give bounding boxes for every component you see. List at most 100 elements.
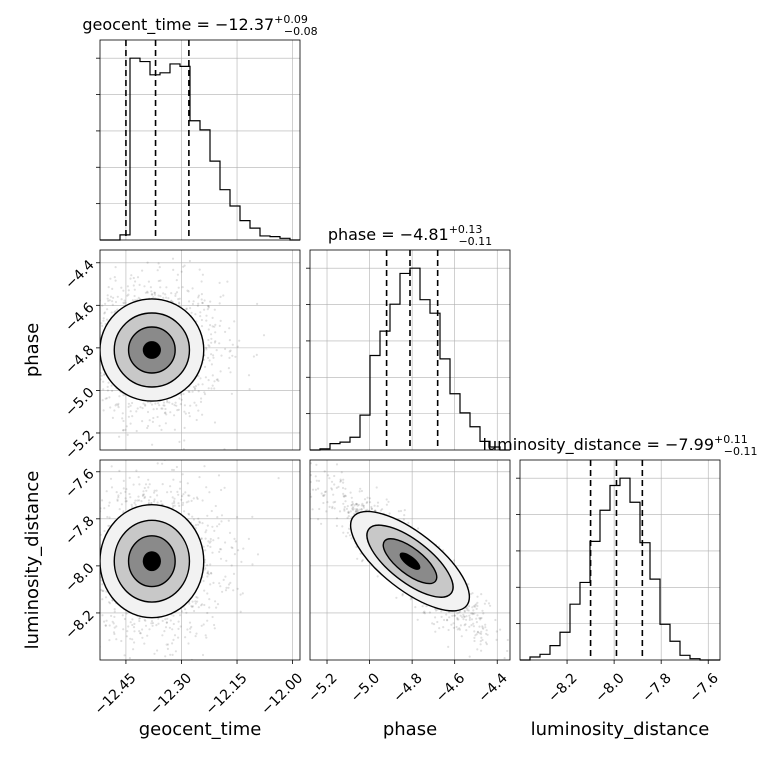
scatter-dot [351,506,354,509]
scatter-dot [355,509,359,512]
scatter-dot [201,653,205,657]
scatter-dot [191,287,194,290]
scatter-dot [209,571,213,575]
scatter-dot [207,379,210,382]
scatter-dot [205,636,208,639]
scatter-dot [150,622,153,625]
scatter-dot [79,547,81,549]
scatter-dot [401,594,404,597]
scatter-dot [172,468,175,472]
scatter-dot [103,507,106,510]
scatter-dot [161,483,164,486]
scatter-dot [84,600,86,602]
scatter-dot [447,645,450,649]
scatter-dot [197,390,200,393]
scatter-dot [476,601,479,604]
scatter-dot [178,397,181,400]
scatter-dot [171,468,174,471]
scatter-dot [177,298,180,301]
scatter-dot [95,574,97,576]
scatter-dot [169,411,172,414]
scatter-dot [94,329,96,331]
scatter-dot [172,622,175,626]
scatter-dot [173,404,176,407]
scatter-dot [349,510,352,513]
scatter-dot [166,617,169,620]
scatter-dot [79,384,81,386]
scatter-dot [342,494,345,498]
scatter-dot [156,494,159,497]
scatter-dot [175,404,178,407]
scatter-dot [150,293,153,296]
scatter-dot [200,604,203,607]
scatter-dot [120,639,123,643]
contour-geocent_time-vs-luminosity_distance-1 [113,519,191,603]
scatter-dot [139,406,142,409]
scatter-dot [337,485,340,488]
scatter-dot [506,638,509,642]
scatter-dot [100,588,103,592]
scatter-dot [233,320,236,323]
scatter-dot [486,633,489,636]
scatter-dot [146,410,150,414]
scatter-dot [109,295,113,298]
scatter-dot [478,632,481,635]
scatter-dot [480,632,483,636]
scatter-dot [366,496,369,499]
scatter-dot [108,602,112,605]
scatter-dot [209,545,212,549]
scatter-dot [350,496,353,499]
scatter-dot [86,371,88,373]
scatter-dot [160,407,163,410]
scatter-dot [121,412,124,415]
scatter-dot [351,508,355,511]
scatter-dot [133,288,136,291]
scatter-dot [143,495,147,498]
scatter-dot [108,624,111,627]
xtick-label-phase-3: −4.6 [433,670,468,705]
scatter-dot [94,548,96,550]
scatter-dot [92,551,94,553]
scatter-dot [135,469,138,472]
scatter-dot [333,474,336,478]
scatter-dot [460,635,463,638]
scatter-dot [219,585,222,588]
scatter-dot [211,374,214,377]
scatter-dot [113,615,116,619]
scatter-dot [78,415,80,417]
scatter-dot [141,636,144,639]
scatter-dot [175,279,178,282]
scatter-dot [473,612,476,615]
histogram-luminosity_distance [520,477,720,661]
scatter-dot [236,345,239,348]
scatter-dot [403,514,406,517]
scatter-dot [201,499,204,502]
scatter-dot [205,348,208,351]
scatter-dot [177,627,180,631]
scatter-dot [195,632,198,635]
scatter-dot [461,616,464,619]
scatter-dot [194,527,197,530]
scatter-dot [214,340,217,343]
scatter-dot [531,658,533,660]
scatter-dot [199,315,202,318]
scatter-dot [131,505,134,509]
scatter-dot [134,503,137,506]
scatter-dot [97,351,99,353]
scatter-dot [77,292,79,294]
scatter-dot [166,401,169,404]
scatter-dot [166,647,169,651]
scatter-dot [173,634,177,637]
ytick-label-phase-1: −5.0 [62,385,97,420]
scatter-dot [186,482,189,485]
scatter-dot [95,365,97,367]
scatter-dot [206,514,209,517]
scatter-dot [206,308,209,311]
scatter-dot [143,618,146,621]
scatter-dot [355,510,358,513]
scatter-dot [113,409,116,412]
scatter-dot [468,655,471,658]
contour-geocent_time-vs-phase-1 [113,312,191,388]
scatter-dot [194,313,197,316]
scatter-dot [112,622,115,625]
